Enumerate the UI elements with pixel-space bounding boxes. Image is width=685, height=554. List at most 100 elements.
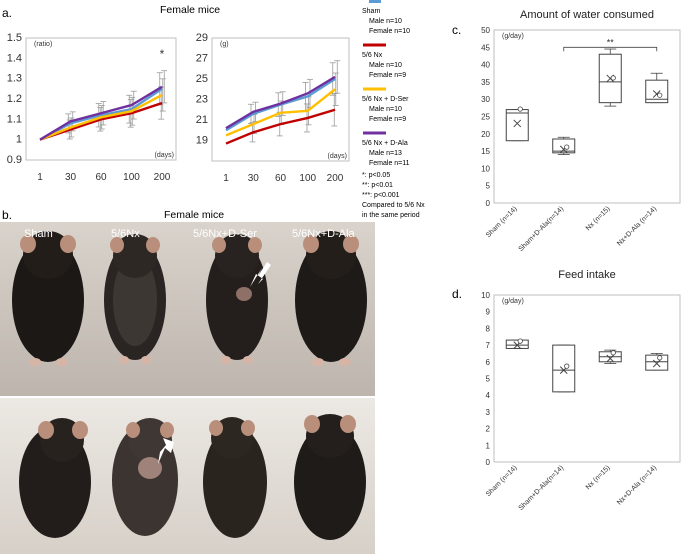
legend-note-2: in the same period bbox=[362, 212, 420, 219]
y-tick-label: 1 bbox=[486, 441, 491, 450]
legend-sig-3: ***: p<0.001 bbox=[362, 192, 400, 199]
y-tick-label: 4 bbox=[486, 391, 491, 400]
y-tick-label: 25 bbox=[481, 113, 490, 122]
y-tick-label: 27 bbox=[196, 53, 208, 65]
significance-marker: ** bbox=[607, 37, 615, 47]
x-tick-label: 100 bbox=[299, 173, 316, 184]
legend-sig-2: **: p<0.01 bbox=[362, 182, 393, 189]
y-axis-unit: (g/day) bbox=[502, 33, 524, 40]
legend-dser-male: Male n=10 bbox=[369, 106, 402, 113]
y-tick-label: 5 bbox=[486, 375, 491, 384]
x-tick-label: 60 bbox=[275, 173, 287, 184]
y-tick-label: 1 bbox=[16, 134, 22, 146]
y-tick-label: 23 bbox=[196, 94, 208, 106]
x-category-label: Sham (n=14) bbox=[485, 464, 519, 498]
photo-label-dala: 5/6Nx+D-Ala bbox=[292, 228, 356, 240]
y-tick-label: 9 bbox=[486, 308, 491, 317]
legend-dala-male: Male n=13 bbox=[369, 150, 402, 157]
legend-dala-female: Female n=11 bbox=[369, 160, 410, 167]
x-tick-label: 200 bbox=[327, 173, 344, 184]
plot-frame bbox=[211, 37, 350, 162]
y-tick-label: 50 bbox=[481, 26, 490, 35]
x-category-label: Sham (n=14) bbox=[485, 205, 519, 239]
x-category-label: Nx (n=15) bbox=[585, 205, 612, 232]
y-tick-label: 6 bbox=[486, 358, 491, 367]
x-tick-label: 60 bbox=[95, 172, 107, 183]
mean-marker bbox=[652, 359, 661, 368]
series-line-2 bbox=[39, 93, 163, 141]
hair-loss-arrow-icon-2 bbox=[158, 438, 174, 464]
legend-sham-name: Sham bbox=[362, 8, 380, 15]
legend: Sham Male n=10 Female n=10 5/6 Nx Male n… bbox=[362, 0, 425, 219]
panel-label-a: a. bbox=[2, 6, 12, 20]
legend-nx-male: Male n=10 bbox=[369, 62, 402, 69]
chart-title: Amount of water consumed bbox=[520, 9, 654, 21]
y-tick-label: 1.3 bbox=[7, 73, 22, 85]
box-3 bbox=[645, 354, 669, 371]
outlier-point bbox=[517, 106, 523, 112]
x-axis-unit: (days) bbox=[328, 153, 347, 160]
box-0 bbox=[505, 109, 529, 142]
y-tick-label: 1.2 bbox=[7, 93, 22, 105]
legend-sham-female: Female n=10 bbox=[369, 28, 410, 35]
outlier-point bbox=[657, 92, 663, 98]
legend-sig-1: *: p<0.05 bbox=[362, 172, 390, 179]
panel-a-title: Female mice bbox=[160, 4, 220, 16]
y-tick-label: 21 bbox=[196, 114, 208, 126]
outlier-point bbox=[564, 363, 570, 369]
legend-sham-male: Male n=10 bbox=[369, 18, 402, 25]
y-tick-label: 1.4 bbox=[7, 52, 22, 64]
x-tick-label: 30 bbox=[248, 173, 260, 184]
y-tick-label: 5 bbox=[486, 182, 491, 191]
outlier-point bbox=[610, 350, 616, 356]
x-tick-label: 1 bbox=[37, 172, 43, 183]
series-line-1 bbox=[39, 101, 163, 141]
y-tick-label: 1.1 bbox=[7, 113, 22, 125]
box-1 bbox=[552, 344, 576, 393]
y-tick-label: 30 bbox=[481, 95, 490, 104]
y-tick-label: 3 bbox=[486, 408, 491, 417]
y-tick-label: 25 bbox=[196, 73, 208, 85]
x-category-label: Nx+D-Ala (n=14) bbox=[616, 205, 658, 247]
outlier-point bbox=[610, 75, 616, 81]
y-tick-label: 10 bbox=[481, 164, 490, 173]
y-tick-label: 7 bbox=[486, 341, 491, 350]
outlier-point bbox=[564, 144, 570, 150]
legend-sham-swatch bbox=[369, 0, 381, 3]
line-chart-weight-ratio: 0.9 1 1.1 1.2 1.3 1.4 1.5 (ratio) 1 30 60 100 200 (da… bbox=[7, 32, 177, 183]
y-axis-unit: (g) bbox=[220, 41, 229, 48]
plot-frame bbox=[25, 37, 177, 161]
box-chart-feed-intake: 0 1 2 3 4 5 6 7 8 9 10 (g/day) Feed intake Sham (n=14… bbox=[481, 269, 681, 512]
legend-note-1: Compared to 5/6 Nx bbox=[362, 202, 425, 209]
legend-nx-female: Female n=9 bbox=[369, 72, 406, 79]
mouse-sham-top bbox=[12, 231, 84, 366]
y-axis-unit: (g/day) bbox=[502, 298, 524, 305]
panel-b-title: Female mice bbox=[164, 209, 224, 221]
box-chart-water-consumed: 0 5 10 15 20 25 30 35 40 45 50 (g/day) Amount of wat… bbox=[481, 9, 681, 253]
mouse-dala-bottom bbox=[294, 414, 366, 540]
y-tick-label: 35 bbox=[481, 78, 490, 87]
mouse-sham-bottom bbox=[19, 418, 91, 538]
significance-bracket bbox=[563, 46, 658, 52]
chart-title: Feed intake bbox=[558, 269, 615, 281]
plot-frame bbox=[493, 294, 681, 463]
mouse-dser-bottom bbox=[203, 417, 267, 538]
mouse-nx-top bbox=[104, 234, 166, 364]
mouse-dser-top bbox=[206, 234, 271, 364]
outlier-point bbox=[517, 338, 523, 344]
x-tick-label: 200 bbox=[154, 172, 171, 183]
box-1 bbox=[552, 138, 576, 154]
y-tick-label: 0 bbox=[486, 458, 491, 467]
y-tick-label: 0.9 bbox=[7, 154, 22, 166]
plot-frame bbox=[493, 29, 681, 204]
photo-label-dser: 5/6Nx+D-Ser bbox=[193, 228, 257, 240]
photo-label-nx: 5/6Nx bbox=[111, 228, 140, 240]
box-3 bbox=[645, 79, 669, 104]
series-line-2 bbox=[225, 88, 336, 137]
mean-marker bbox=[513, 119, 522, 128]
y-tick-label: 40 bbox=[481, 61, 490, 70]
x-category-label: Sham+D-Ala(n=14) bbox=[518, 464, 566, 512]
x-tick-label: 1 bbox=[223, 173, 229, 184]
x-category-label: Sham+D-Ala(n=14) bbox=[518, 205, 566, 253]
